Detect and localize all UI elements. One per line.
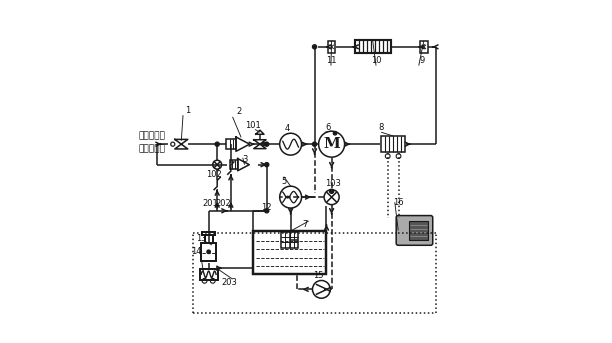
Circle shape [264, 142, 269, 146]
Bar [226, 139, 236, 149]
Circle shape [313, 45, 316, 49]
Text: 8: 8 [378, 122, 384, 132]
Bar [355, 40, 390, 53]
Bar [253, 231, 326, 274]
Text: 15: 15 [313, 271, 323, 280]
Text: 或环控引气: 或环控引气 [138, 145, 165, 154]
Text: 12: 12 [261, 203, 272, 212]
Text: 202: 202 [215, 199, 231, 209]
Bar [381, 136, 405, 152]
Text: 6: 6 [326, 122, 331, 132]
Bar [200, 269, 217, 280]
Text: 5: 5 [281, 177, 286, 186]
Circle shape [264, 209, 269, 213]
Circle shape [215, 142, 219, 146]
Bar [204, 235, 213, 243]
Bar [420, 41, 428, 52]
Bar [281, 232, 299, 248]
Text: 14: 14 [192, 247, 202, 256]
FancyBboxPatch shape [396, 215, 433, 245]
Text: 203: 203 [221, 278, 237, 287]
Circle shape [207, 250, 211, 253]
Text: 3: 3 [242, 155, 247, 164]
Text: 2: 2 [237, 107, 242, 116]
Text: M: M [323, 137, 340, 151]
Text: 101: 101 [245, 121, 261, 130]
Circle shape [313, 142, 316, 146]
Bar [328, 41, 335, 52]
Text: 1: 1 [185, 106, 191, 115]
Text: 102: 102 [207, 170, 222, 179]
Circle shape [334, 131, 337, 135]
Circle shape [330, 189, 334, 193]
Text: 201: 201 [203, 199, 218, 209]
Text: 10: 10 [371, 56, 381, 65]
Text: 4: 4 [285, 124, 290, 133]
Bar [409, 221, 428, 240]
Text: 16: 16 [393, 198, 403, 207]
Text: 9: 9 [419, 56, 425, 65]
Text: 发动机引气: 发动机引气 [138, 131, 165, 140]
Bar [201, 243, 216, 261]
Bar [203, 232, 215, 235]
Bar [230, 160, 237, 169]
Text: 11: 11 [326, 56, 336, 65]
Text: 13: 13 [196, 234, 207, 243]
Text: 103: 103 [326, 179, 341, 188]
Circle shape [264, 163, 269, 167]
Text: 7: 7 [302, 220, 308, 229]
